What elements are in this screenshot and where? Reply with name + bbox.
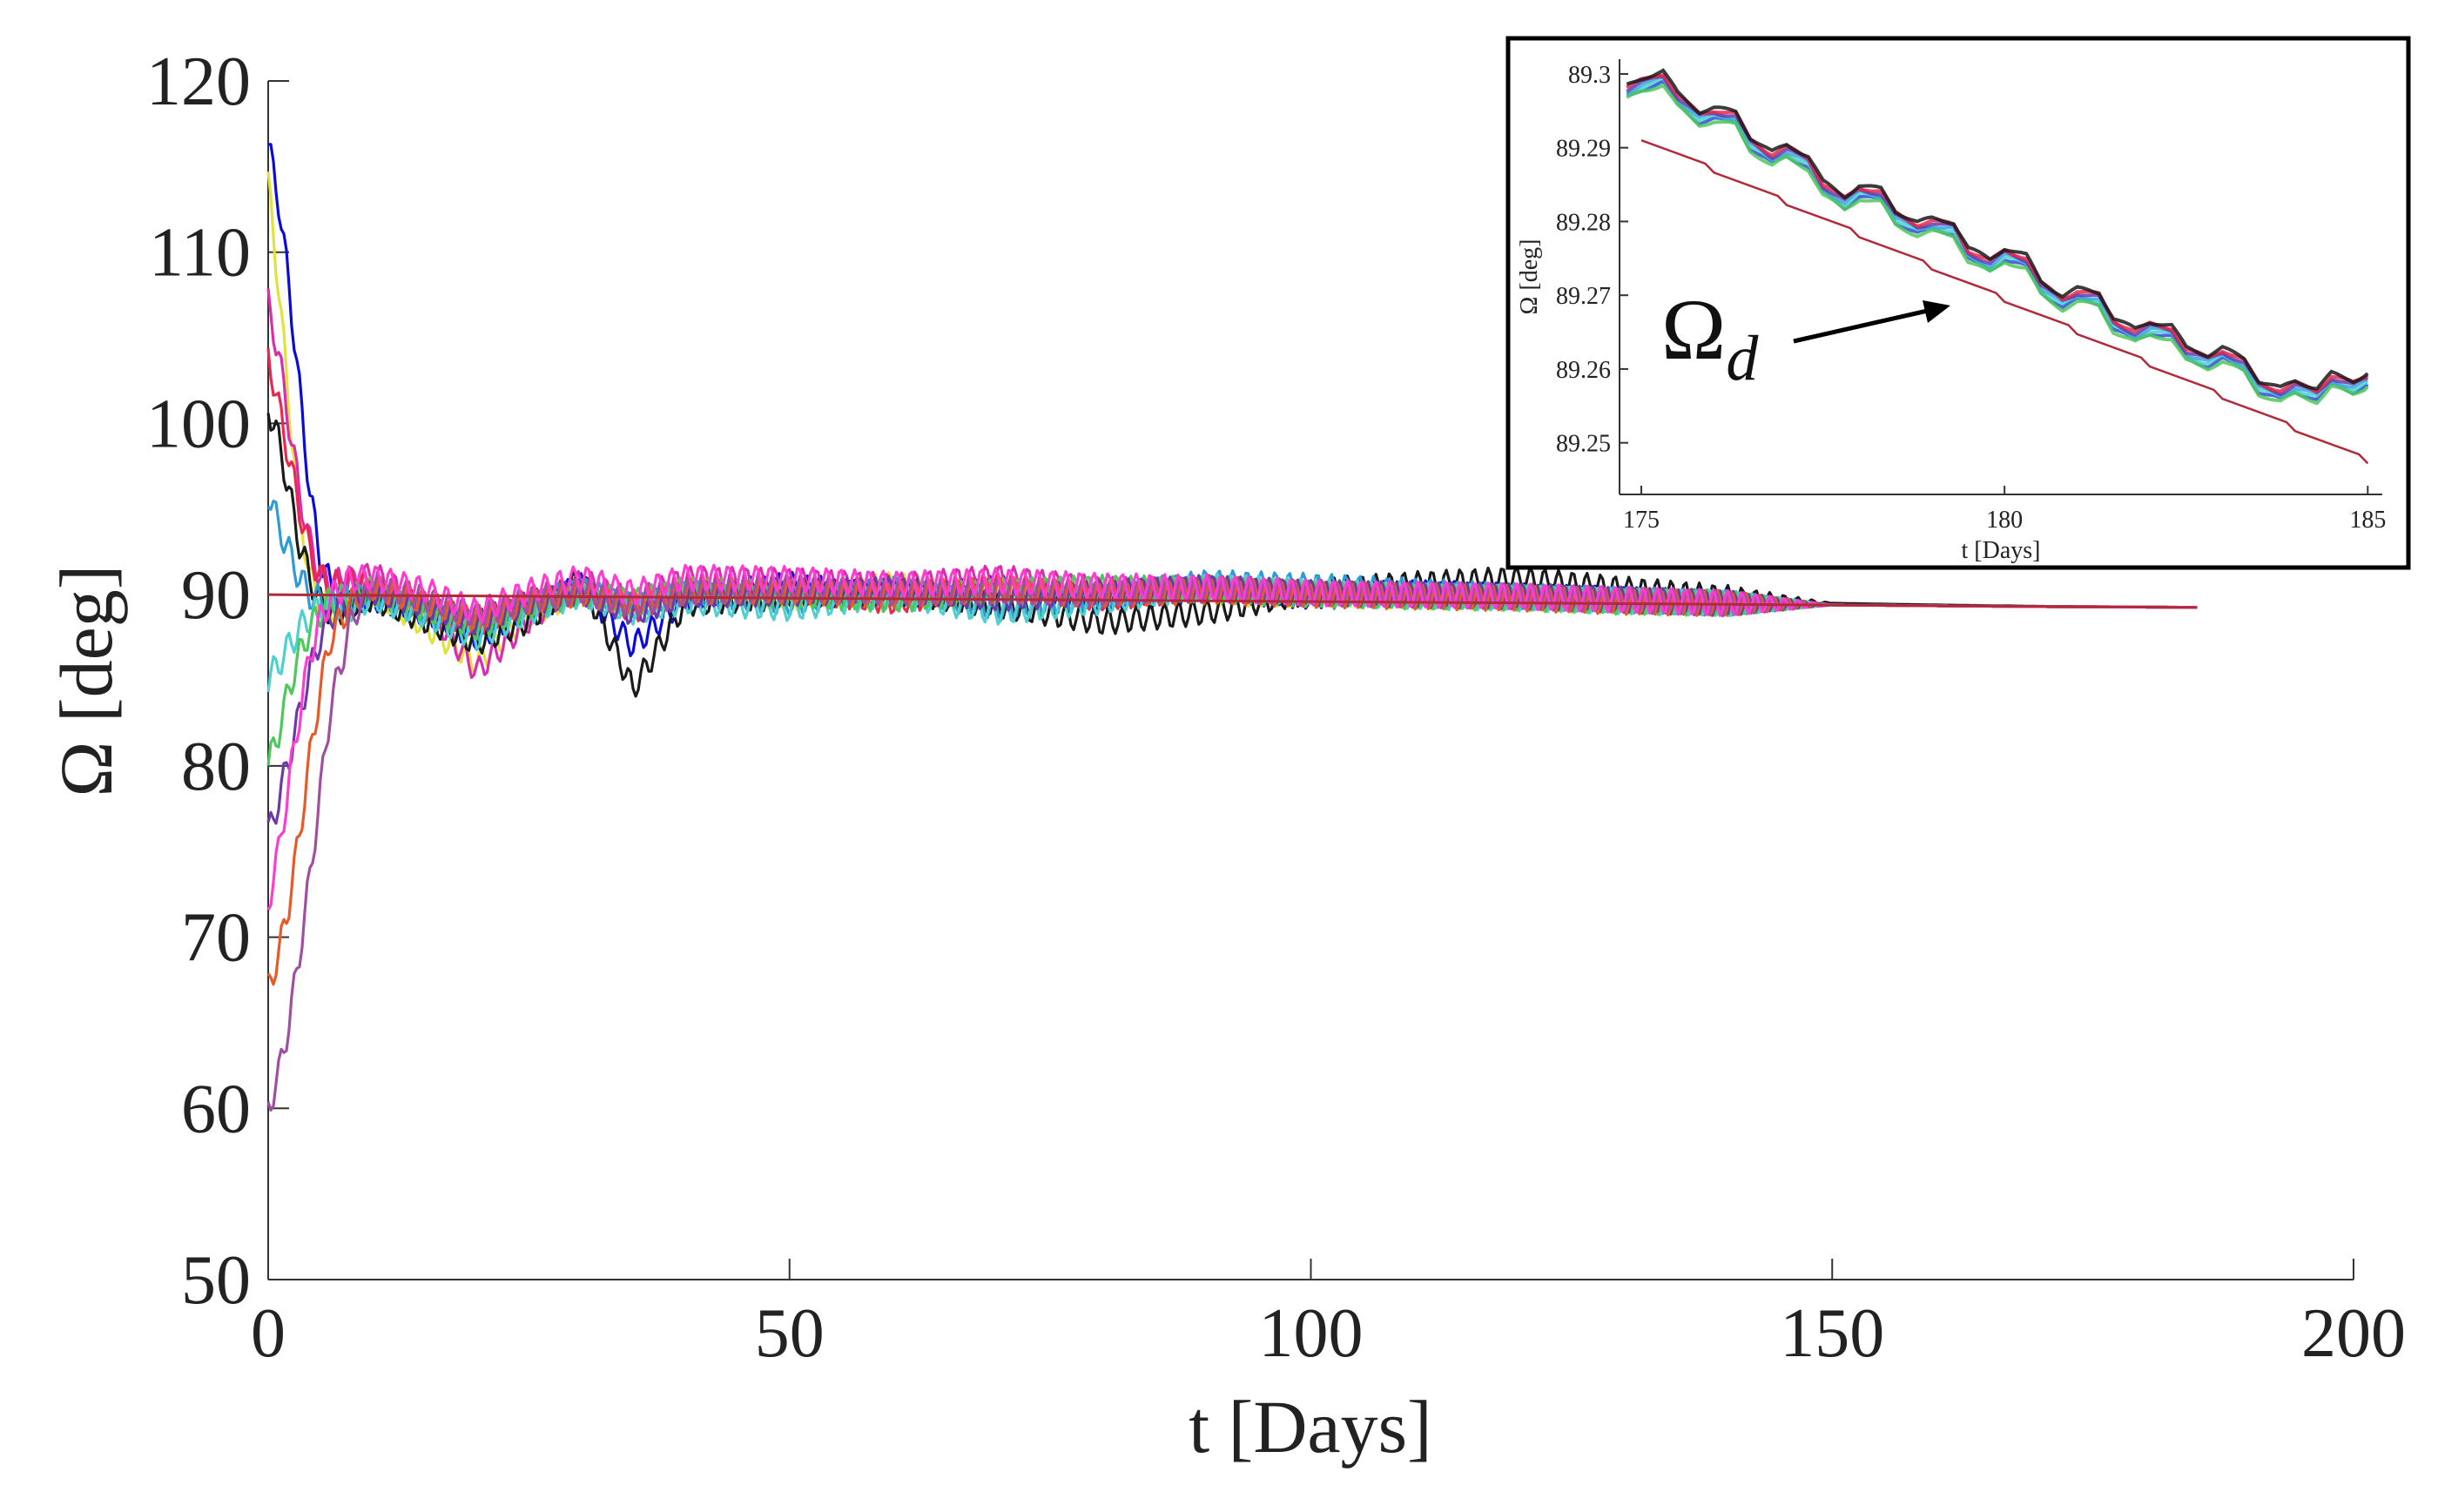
main-y-tick-label: 80 xyxy=(181,729,251,805)
inset-series-line xyxy=(1626,83,2369,406)
inset-y-tick-label: 89.25 xyxy=(1556,431,1611,458)
main-y-tick-label: 120 xyxy=(146,44,251,120)
main-x-tick-label: 50 xyxy=(755,1295,825,1372)
inset-x-ticks: 175 180 185 xyxy=(1623,486,2386,534)
omega-d-annotation: Ωd xyxy=(1661,281,1950,394)
main-y-axis-label: Ω [deg] xyxy=(44,565,128,797)
main-series-line xyxy=(266,563,2198,911)
inset-desired-line xyxy=(1640,139,2369,465)
inset-series-line xyxy=(1626,68,2369,391)
main-x-ticks: 0 50 100 150 200 xyxy=(251,1259,2406,1372)
inset-y-tick-label: 89.27 xyxy=(1556,283,1611,310)
inset-x-tick-label: 180 xyxy=(1986,507,2023,534)
inset-y-axis-label: Ω [deg] xyxy=(1516,239,1543,315)
inset-y-tick-label: 89.28 xyxy=(1556,209,1611,236)
inset-y-tick-label: 89.26 xyxy=(1556,357,1611,384)
main-x-axis-label: t [Days] xyxy=(1189,1385,1431,1468)
main-series-line xyxy=(266,575,2198,986)
main-y-tick-label: 90 xyxy=(181,557,251,634)
main-x-tick-label: 200 xyxy=(2301,1295,2406,1372)
inset-x-axis-label: t [Days] xyxy=(1962,537,2041,564)
inset-series-group xyxy=(1626,68,2369,465)
main-y-tick-label: 100 xyxy=(146,386,251,462)
main-series-group xyxy=(266,143,2198,1112)
annotation-label: Ωd xyxy=(1661,281,1759,394)
inset-y-tick-label: 89.3 xyxy=(1568,62,1611,89)
main-series-line xyxy=(267,593,2198,609)
main-y-tick-label: 70 xyxy=(181,900,251,977)
annotation-arrow xyxy=(1793,307,1932,344)
main-y-tick-label: 60 xyxy=(181,1071,251,1147)
inset-frame xyxy=(1505,36,2411,570)
inset-y-tick-label: 89.29 xyxy=(1556,136,1611,163)
inset-x-tick-label: 175 xyxy=(1623,507,1660,534)
main-y-tick-label: 50 xyxy=(181,1242,251,1319)
inset-x-tick-label: 185 xyxy=(2349,507,2386,534)
inset-chart: 175 180 185 89.2589.2689.2789.2889.2989.3 … xyxy=(1505,36,2411,570)
annotation-subscript: d xyxy=(1726,323,1759,394)
inset-y-ticks: 89.25 89.26 89.27 89.28 89.29 89.3 xyxy=(1556,62,1628,458)
main-x-tick-label: 150 xyxy=(1780,1295,1884,1372)
main-y-ticks: 50 60 70 80 90 100 110 120 xyxy=(146,44,289,1319)
main-x-tick-label: 0 xyxy=(251,1295,286,1372)
annotation-symbol: Ω xyxy=(1661,281,1726,378)
main-x-tick-label: 100 xyxy=(1259,1295,1364,1372)
main-y-tick-label: 110 xyxy=(149,215,251,292)
main-series-line xyxy=(266,572,2198,1112)
annotation-arrow-head xyxy=(1923,300,1950,323)
